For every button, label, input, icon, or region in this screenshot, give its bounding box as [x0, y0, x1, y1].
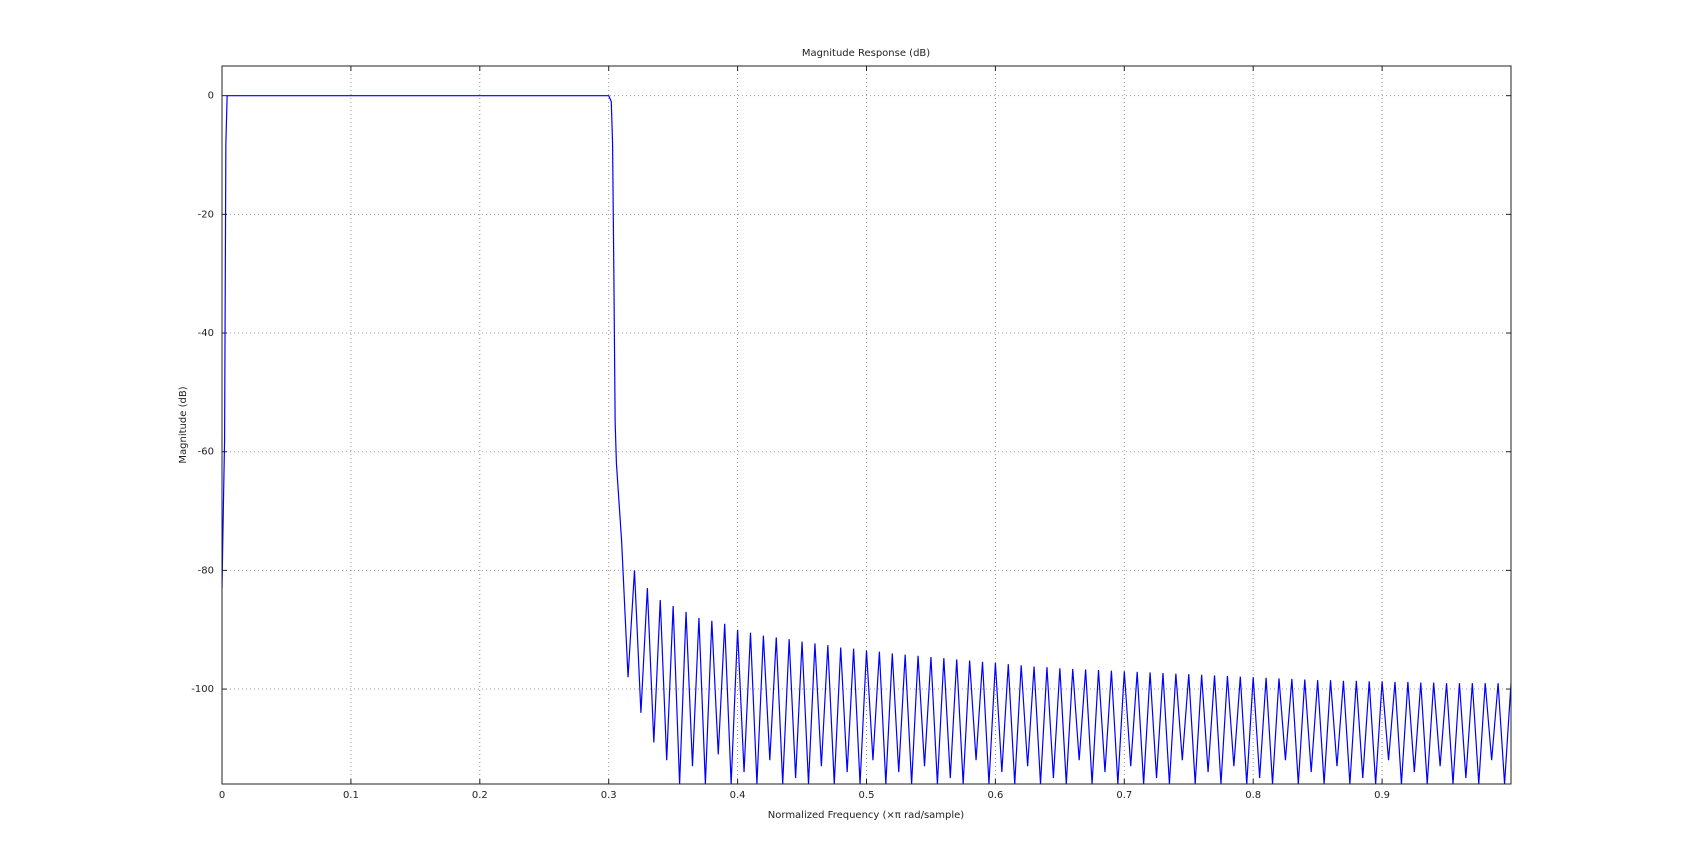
x-tick-label: 0.7	[1116, 790, 1132, 801]
y-tick-label: -60	[198, 447, 214, 458]
y-tick-label: -100	[191, 684, 214, 695]
y-axis-label: Magnitude (dB)	[178, 386, 189, 463]
y-tick-label: -80	[198, 565, 214, 576]
plot-frame	[221, 65, 1512, 785]
x-tick-label: 0.2	[472, 790, 488, 801]
y-tick-label: 0	[208, 91, 214, 102]
chart-title: Magnitude Response (dB)	[802, 48, 930, 59]
plot-area	[222, 66, 1511, 784]
x-tick-label: 0.6	[987, 790, 1003, 801]
x-tick-label: 0.3	[601, 790, 617, 801]
x-tick-label: 0.5	[859, 790, 875, 801]
y-tick-label: -20	[198, 209, 214, 220]
x-tick-label: 0	[219, 790, 225, 801]
x-tick-label: 0.9	[1374, 790, 1390, 801]
response-line	[222, 95, 1511, 784]
plot-group	[222, 95, 1511, 784]
y-tick-label: -40	[198, 328, 214, 339]
x-tick-label: 0.1	[343, 790, 359, 801]
x-tick-label: 0.8	[1245, 790, 1261, 801]
x-axis-label: Normalized Frequency (×π rad/sample)	[768, 810, 965, 821]
x-tick-label: 0.4	[730, 790, 746, 801]
